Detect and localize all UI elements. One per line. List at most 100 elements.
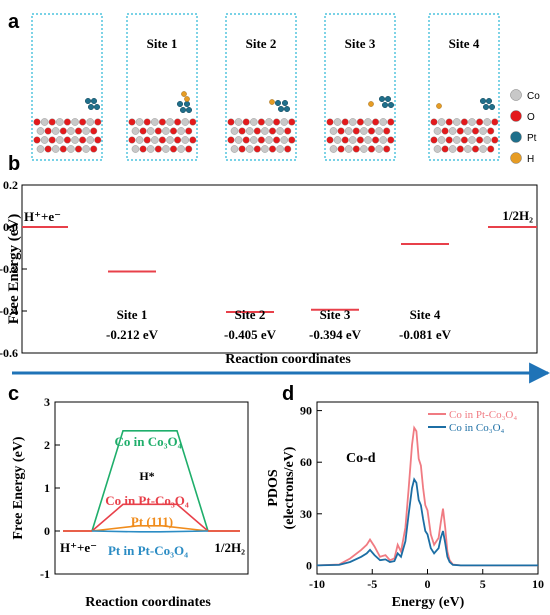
state-label: 1/2H₂ [502,208,533,223]
oxygen-atom [288,136,296,144]
y-tick-label: 2 [44,438,50,452]
platinum-atom [385,95,392,102]
oxygen-atom [94,118,102,126]
state-label: Site 2 [235,307,266,322]
cobalt-atom [448,145,457,153]
legend-atom-swatch [510,131,522,143]
panel-label-a: a [8,11,20,33]
cobalt-atom [276,127,284,135]
cobalt-atom [56,136,64,144]
y-axis-label-line2: (electrons/eV) [282,446,297,529]
platinum-atom [388,101,395,108]
cobalt-atom [464,127,472,135]
cobalt-atom [82,127,90,135]
cobalt-atom [364,136,372,144]
oxygen-atom [269,145,277,153]
oxygen-atom [284,127,292,135]
oxygen-atom [174,136,182,144]
cobalt-atom [379,118,388,126]
oxygen-atom [185,127,193,135]
oxygen-atom [337,145,345,153]
legend-atom-label: Co [527,91,540,102]
cobalt-atom [67,145,75,153]
oxygen-atom [456,127,464,135]
cobalt-atom [333,118,342,126]
oxygen-atom [430,136,438,144]
oxygen-atom [472,145,480,153]
oxygen-atom [487,127,495,135]
x-axis-label: Reaction coordinates [225,352,351,367]
oxygen-atom [356,136,364,144]
cobalt-atom [36,127,45,135]
oxygen-atom [430,118,438,126]
cobalt-atom [333,136,342,144]
y-tick-label: -0.2 [0,262,18,276]
oxygen-atom [48,136,56,144]
cobalt-atom [51,127,60,135]
oxygen-atom [185,145,193,153]
cobalt-atom [379,136,388,144]
y-axis-label-line1: PDOS [266,469,281,507]
panel-label-b: b [8,153,20,175]
cobalt-atom [468,136,476,144]
cobalt-atom [261,145,269,153]
cobalt-atom [234,118,243,126]
series-label: Pt in Pt-Co₃O₄ [108,543,188,558]
cobalt-atom [150,136,159,144]
cobalt-atom [135,136,144,144]
platinum-atom [87,103,94,110]
cobalt-atom [375,145,383,153]
legend-atom-label: Pt [527,133,537,144]
oxygen-atom [326,118,334,126]
oxygen-atom [59,145,67,153]
oxygen-atom [284,145,292,153]
cobalt-atom [40,136,49,144]
cobalt-atom [166,136,174,144]
panel-b-free-energy-chart: 0.2 0.0 -0.2 -0.4 -0.6 H⁺+e⁻ Site 1 -0.212 eV S… [0,178,550,384]
panel-label-c: c [8,383,19,405]
panel-c-free-energy-chart: 3 2 1 0 -1 Co in Co₃O₄ Co in Pt-Co₃O₄ Pt (111)… [11,395,249,610]
cobalt-atom [67,127,75,135]
oxygen-atom [79,118,87,126]
oxygen-atom [33,136,41,144]
site-title: Site 2 [246,36,277,51]
oxygen-atom [273,136,281,144]
cobalt-atom [280,118,289,126]
cobalt-atom [230,145,239,153]
oxygen-atom [341,118,349,126]
oxygen-atom [476,118,484,126]
structure-cell: Site 3 [324,13,396,161]
oxygen-atom [356,118,364,126]
cobalt-atom [360,145,368,153]
cobalt-atom [131,127,140,135]
oxygen-atom [387,118,395,126]
cobalt-atom [433,145,442,153]
pdos-series-line [316,477,538,567]
oxygen-atom [441,145,449,153]
oxygen-atom [273,118,281,126]
oxygen-atom [441,127,449,135]
hydrogen-atom [436,103,442,109]
cobalt-atom [483,118,492,126]
oxygen-atom [352,127,360,135]
oxygen-atom [257,136,265,144]
platinum-atom [93,103,100,110]
oxygen-atom [158,136,166,144]
co-d-annotation: Co-d [346,451,376,466]
series-line [91,503,209,532]
oxygen-atom [48,118,56,126]
cobalt-atom [261,127,269,135]
plot-frame [316,401,539,575]
cobalt-atom [348,136,357,144]
cobalt-atom [437,136,446,144]
cobalt-atom [166,118,174,126]
oxygen-atom [387,136,395,144]
cobalt-atom [181,118,189,126]
panel-d-pdos-chart: 0 30 60 90 -10 -5 0 5 10 PDOS (electrons/eV) Ene… [266,401,544,610]
oxygen-atom [242,136,250,144]
series-label: Co in Pt-Co₃O₄ [105,493,189,508]
y-tick-label: 0 [306,558,312,572]
x-axis-label: Reaction coordinates [85,595,211,610]
panel-a-structures: Site 1 Site 2 Site 3 Site 4 [31,13,500,161]
